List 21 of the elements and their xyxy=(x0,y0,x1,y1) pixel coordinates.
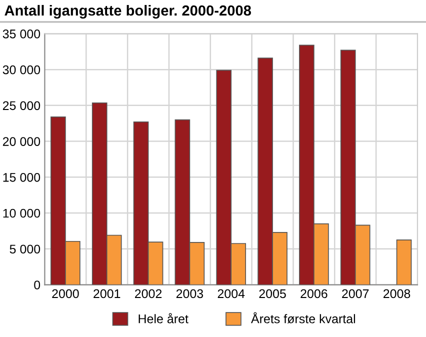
y-tick-label: 0 xyxy=(34,280,40,290)
y-tick-label: 25 000 xyxy=(2,101,40,110)
y-tick-label: 35 000 xyxy=(2,30,40,38)
bar xyxy=(396,240,412,285)
x-tick-label: 2000 xyxy=(52,289,79,298)
y-tick-label: 15 000 xyxy=(3,172,40,182)
x-tick-label: 2007 xyxy=(342,289,369,298)
x-tick-label: 2003 xyxy=(176,289,204,298)
y-tick-label: 10 000 xyxy=(3,208,40,218)
x-tick-label: 2004 xyxy=(218,289,245,298)
x-tick-label: 2005 xyxy=(259,289,286,298)
x-tick-label: 2001 xyxy=(94,289,120,298)
y-tick-label: 5 000 xyxy=(10,244,40,254)
x-tick-label: 2006 xyxy=(300,289,328,298)
x-tick-label: 2008 xyxy=(384,289,410,298)
y-tick-label: 20 000 xyxy=(2,137,40,146)
legend-label: Hele året xyxy=(138,313,188,324)
legend-label: Årets første kvartal xyxy=(250,312,356,324)
y-tick-label: 30 000 xyxy=(2,65,40,74)
x-tick-label: 2002 xyxy=(135,289,162,298)
chart-title: Antall igangsatte boliger. 2000-2008 xyxy=(4,4,252,19)
